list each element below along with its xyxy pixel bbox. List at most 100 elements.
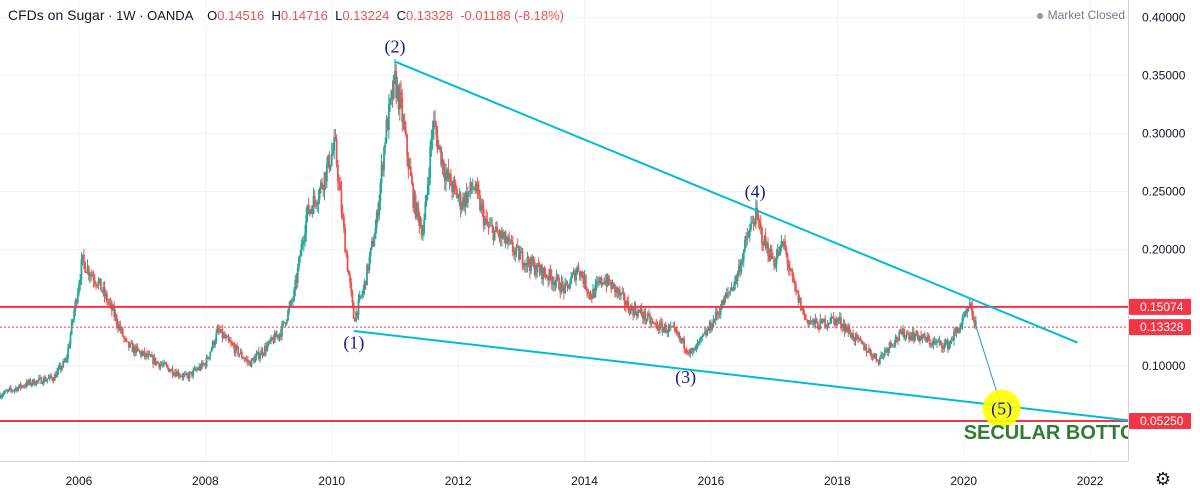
- candle-body: [537, 263, 540, 268]
- candle-body: [581, 271, 584, 278]
- candle-body: [112, 306, 114, 311]
- candle-body: [98, 278, 101, 282]
- wave-5-highlight: [982, 389, 1021, 428]
- candle-body: [844, 326, 847, 332]
- candle-body: [883, 350, 886, 356]
- price-tag-label: 0.13328: [1140, 320, 1184, 334]
- candle-body: [746, 236, 749, 238]
- candle-body: [813, 319, 816, 325]
- candle-body: [542, 267, 545, 280]
- candle-body: [928, 339, 931, 345]
- y-tick-label: 0.25000: [1142, 185, 1186, 199]
- candle-body: [277, 335, 280, 338]
- candle-body: [889, 342, 892, 345]
- candle-body: [586, 289, 588, 292]
- candle-body: [510, 240, 513, 243]
- candle-body: [521, 251, 524, 266]
- candle-body: [226, 336, 229, 338]
- candle-body: [437, 145, 440, 150]
- candle-body: [352, 302, 355, 319]
- candle-body: [24, 386, 27, 387]
- candle-body: [505, 242, 508, 244]
- candle-body: [498, 233, 501, 239]
- candle-body: [284, 322, 287, 324]
- candle-body: [679, 338, 682, 340]
- candle-body: [87, 266, 90, 276]
- candle-body: [344, 228, 347, 253]
- candle-body: [601, 282, 604, 285]
- candle-body: [953, 331, 955, 341]
- candle-body: [897, 339, 899, 341]
- candle-body: [251, 358, 254, 360]
- candle-body: [328, 155, 331, 170]
- candle-body: [350, 282, 353, 292]
- candle-body: [33, 379, 35, 385]
- candle-body: [945, 340, 948, 343]
- candle-body: [86, 266, 89, 273]
- candle-body: [205, 357, 208, 367]
- candle-body: [931, 343, 934, 346]
- symbol-name[interactable]: CFDs on Sugar: [8, 7, 105, 23]
- candle-body: [626, 301, 628, 307]
- candle-body: [966, 309, 969, 313]
- price-tag-bg: [1129, 319, 1191, 336]
- candle-body: [217, 328, 220, 331]
- candle-body: [827, 323, 830, 324]
- candle-body: [629, 305, 632, 315]
- candle-body: [560, 281, 563, 293]
- candle-body: [569, 283, 571, 289]
- candle-body: [815, 318, 818, 323]
- candle-body: [720, 300, 723, 310]
- candle-body: [898, 331, 901, 340]
- candle-body: [821, 318, 824, 323]
- candle-body: [210, 348, 213, 353]
- candle-body: [261, 350, 264, 355]
- candle-body: [801, 306, 803, 311]
- price-tag-bg: [1129, 412, 1191, 429]
- candle-body: [617, 289, 620, 293]
- candle-body: [522, 265, 525, 267]
- candle-body: [373, 238, 376, 247]
- candle-body: [477, 189, 480, 195]
- candle-body: [449, 174, 452, 186]
- candle-body: [160, 364, 163, 366]
- candle-body: [57, 367, 60, 372]
- candle-body: [169, 370, 172, 372]
- candle-body: [322, 187, 325, 191]
- candle-body: [562, 285, 565, 293]
- candle-body: [170, 368, 173, 371]
- candle-body: [20, 385, 23, 388]
- candle-body: [96, 285, 99, 286]
- candle-body: [825, 325, 828, 327]
- candle-body: [745, 236, 748, 240]
- candle-body: [724, 296, 727, 298]
- candle-body: [635, 312, 638, 317]
- candle-body: [36, 380, 39, 382]
- candle-body: [242, 357, 244, 359]
- candle-body: [572, 270, 575, 274]
- candle-body: [960, 324, 963, 328]
- candle-body: [539, 264, 542, 273]
- interval[interactable]: 1W: [116, 8, 136, 23]
- candle-body: [503, 232, 506, 237]
- candle-body: [744, 239, 746, 251]
- gear-icon[interactable]: ⚙: [1154, 469, 1172, 490]
- candle-body: [697, 341, 700, 344]
- candle-body: [734, 276, 737, 285]
- candle-body: [59, 365, 62, 370]
- x-tick-label: 2008: [192, 474, 219, 488]
- candle-body: [244, 359, 247, 361]
- candle-body: [914, 335, 916, 341]
- candle-body: [538, 267, 541, 273]
- candle-body: [89, 275, 91, 277]
- candle-body: [171, 368, 174, 375]
- candle-body: [75, 300, 78, 303]
- candle-body: [836, 318, 839, 322]
- candle-body: [910, 335, 913, 340]
- candle-body: [628, 310, 631, 315]
- y-tick-label: 0.20000: [1142, 243, 1186, 257]
- candle-body: [814, 318, 817, 325]
- candle-body: [823, 318, 825, 323]
